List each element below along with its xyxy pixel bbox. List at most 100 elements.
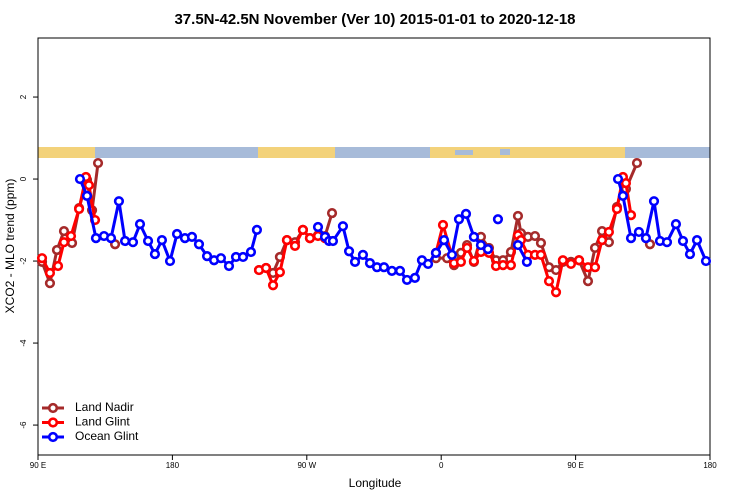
data-point xyxy=(582,276,594,287)
data-point xyxy=(237,251,249,263)
data-point xyxy=(386,265,398,276)
data-point xyxy=(460,208,472,220)
data-point xyxy=(492,214,504,225)
data-point xyxy=(550,287,562,298)
y-tick-label: 2 xyxy=(19,94,28,99)
data-point xyxy=(81,190,93,201)
data-point xyxy=(289,240,301,251)
data-point xyxy=(90,232,102,244)
data-point xyxy=(223,260,235,272)
data-point xyxy=(193,239,205,250)
legend-label: Ocean Glint xyxy=(75,429,139,443)
y-axis-label: XCO2 - MLO trend (ppm) xyxy=(3,179,17,314)
x-tick-label: 0 xyxy=(439,461,444,470)
data-point xyxy=(512,210,524,222)
data-point xyxy=(691,235,703,246)
data-point xyxy=(349,256,361,267)
land-strip xyxy=(430,147,625,158)
data-point xyxy=(612,173,624,185)
data-point xyxy=(401,274,413,286)
data-point xyxy=(44,278,56,289)
data-point xyxy=(312,221,324,233)
data-point xyxy=(326,207,338,219)
data-point xyxy=(215,253,227,264)
data-point xyxy=(149,248,161,260)
data-point xyxy=(631,157,643,169)
data-point xyxy=(171,228,183,240)
data-point xyxy=(156,235,168,246)
series xyxy=(74,173,712,286)
data-point xyxy=(73,203,85,215)
y-tick-label: 0 xyxy=(19,176,28,181)
data-point xyxy=(113,196,125,207)
data-point xyxy=(461,242,473,254)
map-strip xyxy=(38,147,710,158)
data-point xyxy=(58,237,70,248)
data-point xyxy=(327,235,339,247)
data-point xyxy=(521,256,533,267)
data-point xyxy=(51,244,63,256)
data-point xyxy=(36,253,48,264)
data-point xyxy=(357,249,369,261)
data-point xyxy=(409,272,421,283)
data-point xyxy=(573,255,585,266)
data-point xyxy=(422,258,434,270)
legend-marker xyxy=(47,402,59,414)
x-tick-label: 180 xyxy=(166,461,180,470)
x-tick-label: 90 E xyxy=(30,461,46,470)
data-point xyxy=(453,214,465,225)
data-point xyxy=(475,239,487,251)
data-point xyxy=(378,262,390,273)
data-point xyxy=(700,255,712,267)
data-point xyxy=(446,249,458,261)
legend-label: Land Nadir xyxy=(75,400,134,414)
x-tick-label: 90 E xyxy=(567,461,583,470)
data-point xyxy=(543,276,555,287)
plot-frame xyxy=(37,37,711,456)
data-point xyxy=(468,255,480,267)
data-point xyxy=(83,180,95,191)
data-point xyxy=(245,246,257,258)
y-tick-label: -2 xyxy=(19,257,28,265)
data-point xyxy=(105,232,117,244)
data-point xyxy=(164,255,176,267)
data-point xyxy=(364,258,376,269)
data-point xyxy=(260,262,272,274)
data-point xyxy=(497,260,509,271)
data-point xyxy=(535,249,547,261)
data-point xyxy=(52,260,64,272)
data-point xyxy=(670,219,682,230)
data-point xyxy=(565,258,577,270)
data-point xyxy=(557,255,569,266)
y-tick-label: -6 xyxy=(19,421,28,429)
legend-marker xyxy=(47,431,59,443)
data-point xyxy=(186,231,198,242)
data-point xyxy=(267,280,279,291)
data-point xyxy=(603,226,615,238)
data-point xyxy=(44,267,56,279)
data-point xyxy=(134,219,146,230)
x-tick-label: 90 W xyxy=(297,461,316,470)
data-point xyxy=(304,232,316,244)
data-point xyxy=(589,262,601,273)
data-point xyxy=(127,237,139,248)
data-point xyxy=(430,247,442,258)
data-point xyxy=(92,157,104,169)
data-point xyxy=(297,224,309,235)
data-point xyxy=(281,235,293,246)
data-point xyxy=(468,231,480,242)
data-point xyxy=(684,248,696,260)
data-point xyxy=(617,190,629,201)
data-point xyxy=(438,235,450,246)
data-point xyxy=(611,203,623,215)
data-point xyxy=(65,230,77,242)
data-point xyxy=(512,239,524,251)
legend-marker xyxy=(47,417,59,428)
data-point xyxy=(633,226,645,238)
data-point xyxy=(394,265,406,276)
data-point xyxy=(437,219,449,231)
data-point xyxy=(625,232,637,244)
data-point xyxy=(482,244,494,255)
